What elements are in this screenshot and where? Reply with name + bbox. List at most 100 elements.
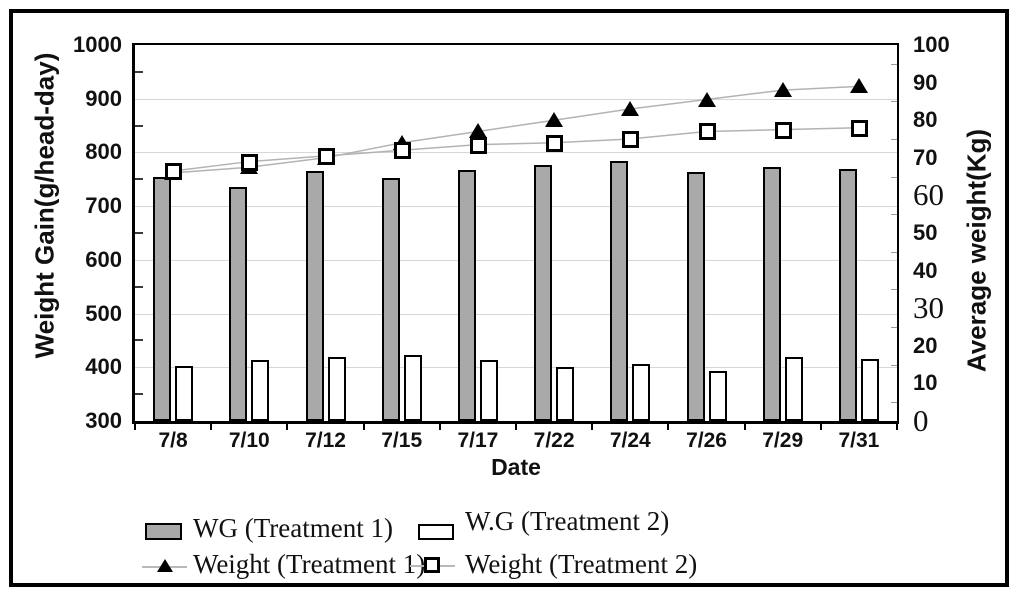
marker-weight-t1 — [849, 78, 868, 94]
marker-weight-t1 — [621, 100, 640, 116]
legend-swatch-wg-treatment1 — [145, 523, 182, 540]
bar-wg-t2 — [479, 359, 498, 421]
y-tick-label-right: 90 — [913, 69, 938, 95]
y-axis-minor-tick-right — [891, 139, 897, 140]
y-tick-label-right: 100 — [913, 32, 950, 57]
y-tick-label-right: 30 — [913, 290, 944, 326]
x-tick-label: 7/12 — [305, 429, 346, 452]
bar-wg-t2 — [175, 365, 194, 421]
legend-label-weight-treatment1: Weight (Treatment 1) — [193, 549, 426, 579]
y-tick-label-right: 0 — [913, 403, 929, 438]
y-tick-label-left: 400 — [85, 354, 122, 380]
y-tick-label-right: 50 — [913, 220, 938, 245]
bar-wg-t2 — [403, 355, 422, 421]
y-axis-minor-tick — [135, 178, 143, 181]
bar-wg-t2 — [327, 356, 346, 421]
legend-triangle-icon — [157, 559, 173, 572]
x-tick-label: 7/26 — [686, 429, 727, 452]
gridline — [135, 152, 897, 154]
bar-wg-t1 — [381, 177, 400, 421]
bar-wg-t1 — [457, 170, 476, 421]
bar-wg-t1 — [686, 171, 705, 421]
marker-weight-t1 — [697, 91, 716, 107]
legend-swatch-wg-treatment2 — [418, 524, 454, 540]
bar-wg-t1 — [610, 161, 629, 421]
plot-area — [135, 45, 897, 421]
legend-square-icon — [424, 557, 440, 573]
marker-weight-t2 — [774, 121, 792, 139]
bar-wg-t1 — [762, 166, 781, 421]
gridline — [135, 313, 897, 315]
marker-weight-t2 — [469, 136, 487, 154]
y-axis-minor-tick-right — [891, 327, 897, 328]
y-axis-minor-tick-right — [891, 289, 897, 291]
gridline — [135, 367, 897, 369]
y-axis-minor-tick-right — [891, 214, 897, 216]
bar-wg-t2 — [784, 357, 803, 421]
y-tick-label-left: 800 — [85, 139, 122, 165]
x-tick-label: 7/17 — [457, 429, 499, 452]
bar-wg-t2 — [251, 360, 270, 421]
x-tick-label: 7/24 — [609, 429, 651, 452]
y-axis-minor-tick-right — [891, 101, 897, 103]
y-axis-minor-tick-right — [891, 63, 897, 65]
y-axis-minor-tick-right — [891, 364, 897, 366]
marker-weight-t1 — [545, 112, 564, 128]
marker-weight-t2 — [317, 147, 335, 165]
gridline — [135, 98, 897, 100]
marker-weight-t1 — [468, 123, 487, 139]
marker-weight-t2 — [241, 153, 259, 171]
plot-border — [132, 43, 899, 424]
y-tick-label-left: 1000 — [73, 32, 122, 57]
line-series-layer — [173, 85, 859, 174]
x-axis-title: Date — [491, 454, 541, 480]
y-axis-minor-tick — [135, 232, 143, 234]
bar-wg-t2 — [860, 358, 879, 421]
x-tick-label: 7/8 — [158, 429, 188, 452]
x-axis-tick — [743, 424, 746, 430]
y-axis-minor-tick — [135, 393, 143, 396]
x-tick-label: 7/10 — [228, 429, 270, 452]
marker-weight-t2 — [546, 134, 564, 152]
legend-label-weight-treatment2: Weight (Treatment 2) — [465, 549, 698, 579]
marker-weight-t2 — [165, 162, 183, 180]
gridline — [135, 259, 897, 261]
x-tick-label: 7/31 — [838, 429, 880, 452]
x-axis-tick — [515, 424, 517, 430]
y-tick-label-left: 600 — [85, 246, 122, 272]
y-axis-minor-tick-right — [891, 251, 897, 253]
bar-wg-t1 — [838, 168, 857, 421]
bar-wg-t1 — [305, 171, 324, 421]
x-axis-tick — [362, 424, 365, 430]
x-axis-tick — [819, 424, 822, 430]
x-axis-tick — [210, 424, 213, 430]
bar-wg-t1 — [534, 164, 553, 421]
y-axis-minor-tick — [135, 70, 143, 73]
x-tick-label: 7/15 — [381, 429, 423, 452]
y-tick-label-left: 900 — [85, 85, 122, 111]
legend-label-wg-treatment1: WG (Treatment 1) — [193, 513, 393, 543]
x-axis-tick — [438, 424, 441, 430]
x-tick-label: 7/29 — [762, 429, 804, 452]
y-tick-label-left: 300 — [85, 408, 122, 433]
bar-wg-t1 — [229, 187, 248, 421]
marker-weight-t2 — [698, 123, 716, 141]
y-axis-minor-tick — [135, 339, 143, 342]
x-axis-tick — [134, 424, 136, 430]
bar-wg-t2 — [708, 370, 727, 421]
x-axis-tick — [591, 424, 594, 430]
outer-frame — [9, 9, 1009, 587]
gridline — [135, 206, 897, 208]
y-tick-label-right: 10 — [913, 370, 938, 396]
y-tick-label-right: 80 — [913, 107, 938, 133]
marker-weight-t2 — [393, 142, 411, 160]
marker-weight-t2 — [850, 119, 868, 137]
y-axis-minor-tick — [135, 124, 143, 127]
y-tick-label-right: 40 — [913, 257, 938, 283]
x-tick-label: 7/22 — [533, 429, 575, 452]
y-axis-minor-tick — [135, 285, 143, 288]
y-axis-minor-tick-right — [891, 402, 897, 404]
y-tick-label-left: 500 — [85, 300, 122, 326]
legend-label-wg-treatment2: W.G (Treatment 2) — [465, 506, 670, 536]
